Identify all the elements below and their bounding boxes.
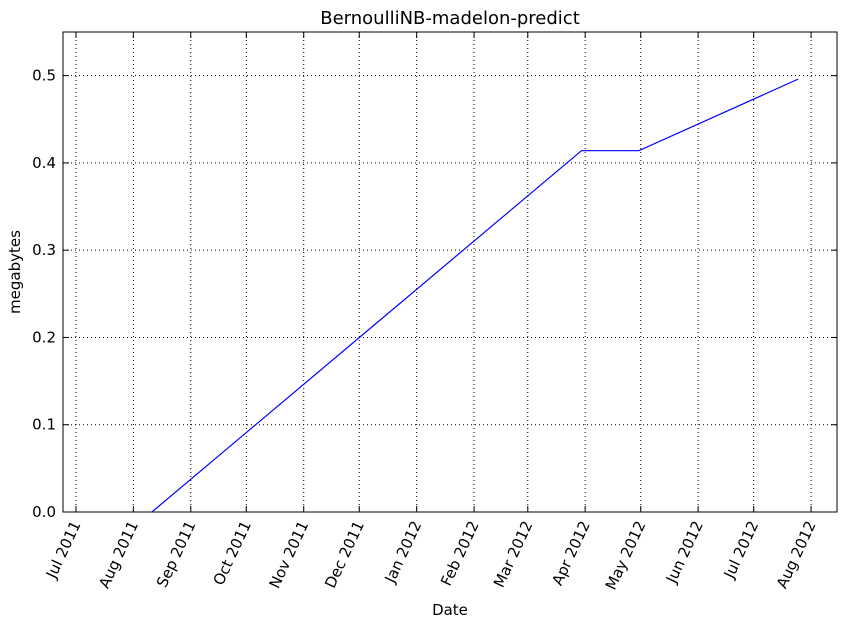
plot-frame bbox=[62, 31, 838, 513]
chart-title: BernoulliNB-madelon-predict bbox=[320, 8, 580, 29]
y-axis-label: megabytes bbox=[6, 230, 24, 314]
y-tick-label: 0.2 bbox=[32, 328, 56, 346]
series-line bbox=[151, 78, 799, 513]
y-tick-label: 0.5 bbox=[32, 67, 56, 85]
y-tick-label: 0.3 bbox=[32, 241, 56, 259]
x-axis-label: Date bbox=[432, 601, 468, 619]
y-tick-label: 0.4 bbox=[32, 154, 56, 172]
y-tick-labels: 0.0 0.1 0.2 0.3 0.4 0.5 bbox=[32, 67, 56, 521]
tick-marks bbox=[63, 32, 837, 513]
series-layer bbox=[151, 78, 799, 513]
y-tick-label: 0.0 bbox=[32, 503, 56, 521]
y-tick-label: 0.1 bbox=[32, 416, 56, 434]
